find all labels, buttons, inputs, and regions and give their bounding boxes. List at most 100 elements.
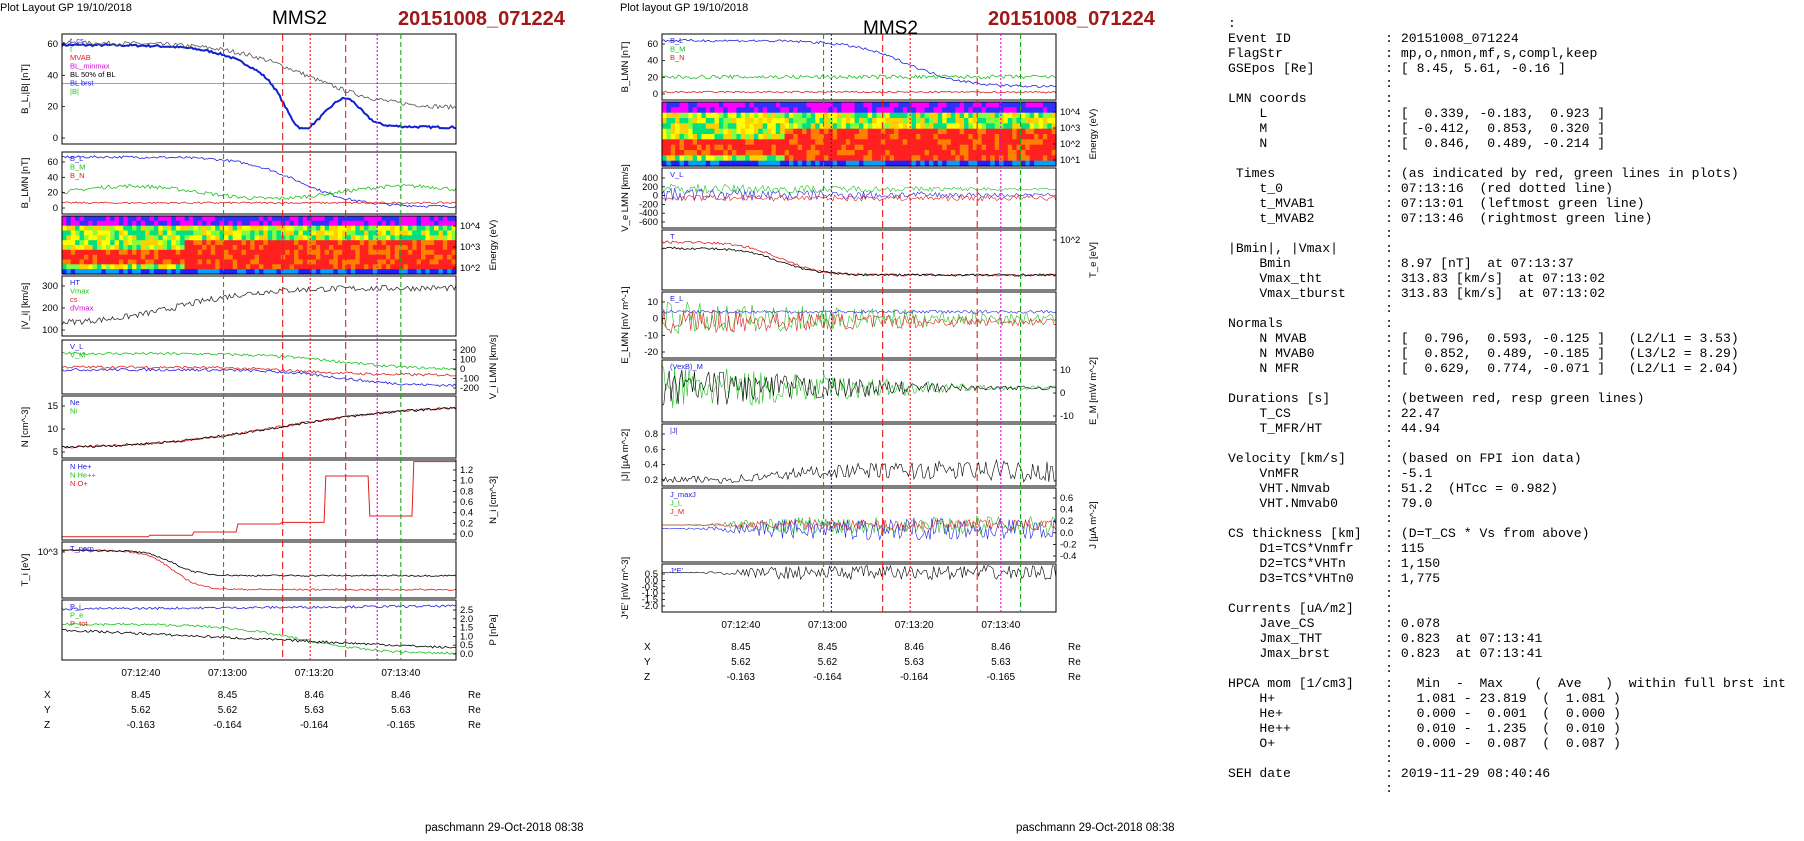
spectrogram-cell <box>959 150 965 156</box>
spectrogram-cell <box>285 216 291 222</box>
spectrogram-cell <box>964 123 970 130</box>
spectrogram-cell <box>189 259 194 265</box>
spectrogram-cell <box>758 144 764 151</box>
spectrogram-cell <box>359 264 365 270</box>
spectrogram-cell <box>447 259 453 265</box>
spectrogram-cell <box>955 118 961 124</box>
spectrogram-cell <box>372 249 378 256</box>
left-axis-label: B_LMN [nT] <box>20 158 31 209</box>
spectrogram-cell <box>219 240 225 246</box>
spectrogram-cell <box>197 240 203 246</box>
spectrogram-cell <box>337 240 343 246</box>
spectrogram-cell <box>1042 118 1048 124</box>
spectrogram-cell <box>1012 123 1018 130</box>
spectrogram-cell <box>972 155 978 162</box>
info-line: GSEpos [Re] : [ 8.45, 5.61, -0.16 ] <box>1228 61 1566 76</box>
spectrogram-cell <box>780 150 786 156</box>
spectrogram-cell <box>171 216 177 222</box>
spectrogram-cell <box>311 225 317 232</box>
spectrogram-cell <box>736 112 742 119</box>
right-tick-label: 60 <box>647 39 658 50</box>
spectrogram-cell <box>158 230 164 236</box>
spectrogram-cell <box>377 269 383 275</box>
spectrogram-cell <box>683 160 689 167</box>
spectrogram-cell <box>140 225 146 232</box>
spectrogram-cell <box>872 150 878 156</box>
left-axis-label: N [cm^-3] <box>20 407 31 447</box>
spectrogram-cell <box>889 102 895 108</box>
spectrogram-cell <box>381 220 387 227</box>
spectrogram-cell <box>964 134 970 140</box>
spectrogram-cell <box>267 269 273 275</box>
spectrogram-cell <box>705 118 711 124</box>
spectrogram-cell <box>228 254 234 261</box>
spectrogram-cell <box>880 123 886 130</box>
spectrogram-cell <box>442 249 448 256</box>
info-line: Jave_CS : 0.078 <box>1228 616 1441 631</box>
spectrogram-cell <box>381 259 387 265</box>
spectrogram-cell <box>105 220 111 227</box>
spectrogram-cell <box>1038 118 1044 124</box>
spectrogram-cell <box>346 216 352 222</box>
spectrogram-cell <box>254 220 260 227</box>
spectrogram-cell <box>381 225 387 232</box>
spectrogram-cell <box>241 235 247 241</box>
spectrogram-cell <box>753 134 759 140</box>
spectrogram-cell <box>780 123 786 130</box>
spectrogram-cell <box>118 264 124 270</box>
spectrogram-cell <box>885 123 891 130</box>
spectrogram-cell <box>793 139 799 146</box>
spectrogram-cell <box>399 220 405 227</box>
spectrogram-cell <box>1012 155 1018 162</box>
spectrogram-cell <box>180 235 186 241</box>
spectrogram-cell <box>964 118 970 124</box>
spectrogram-cell <box>727 102 733 108</box>
spectrogram-cell <box>793 107 799 114</box>
spectrogram-cell <box>880 107 886 114</box>
spectrogram-cell <box>889 155 895 162</box>
info-line: Velocity [km/s] : (based on FPI ion data… <box>1228 451 1582 466</box>
spectrogram-cell <box>762 144 768 151</box>
right-tick-label: -1.0 <box>642 588 658 599</box>
spectrogram-cell <box>110 254 116 261</box>
spectrogram-cell <box>368 216 374 222</box>
spectrogram-cell <box>97 220 102 227</box>
left-legend-entry: N O+ <box>70 479 88 488</box>
spectrogram-cell <box>718 139 724 146</box>
spectrogram-cell <box>237 245 243 251</box>
spectrogram-cell <box>127 225 133 232</box>
spectrogram-cell <box>815 102 821 108</box>
spectrogram-cell <box>324 240 330 246</box>
spectrogram-cell <box>915 128 921 135</box>
spectrogram-cell <box>399 235 405 241</box>
spectrogram-cell <box>298 230 304 236</box>
spectrogram-cell <box>377 245 383 251</box>
spectrogram-cell <box>810 123 816 130</box>
spectrogram-cell <box>132 225 137 232</box>
spectrogram-cell <box>955 155 961 162</box>
spectrogram-cell <box>438 249 444 256</box>
spectrogram-cell <box>259 259 264 265</box>
spectrogram-cell <box>280 216 286 222</box>
spectrogram-cell <box>162 216 168 222</box>
spectrogram-cell <box>364 259 370 265</box>
spectrogram-cell <box>267 249 273 256</box>
spectrogram-cell <box>758 134 764 140</box>
spectrogram-cell <box>324 225 330 232</box>
spectrogram-cell <box>350 264 356 270</box>
spectrogram-cell <box>329 269 334 275</box>
spectrogram-cell <box>315 220 321 227</box>
spectrogram-cell <box>136 264 142 270</box>
spectrogram-cell <box>114 269 120 275</box>
spectrogram-cell <box>740 155 746 162</box>
spectrogram-cell <box>421 235 426 241</box>
info-line: Times : (as indicated by red, green line… <box>1228 166 1739 181</box>
right-pos-value: 5.62 <box>818 657 838 668</box>
spectrogram-cell <box>101 220 107 227</box>
spectrogram-cell <box>683 144 689 151</box>
spectrogram-cell <box>955 150 961 156</box>
spectrogram-cell <box>123 264 129 270</box>
spectrogram-cell <box>705 160 711 167</box>
spectrogram-cell <box>145 259 151 265</box>
spectrogram-cell <box>679 102 685 108</box>
